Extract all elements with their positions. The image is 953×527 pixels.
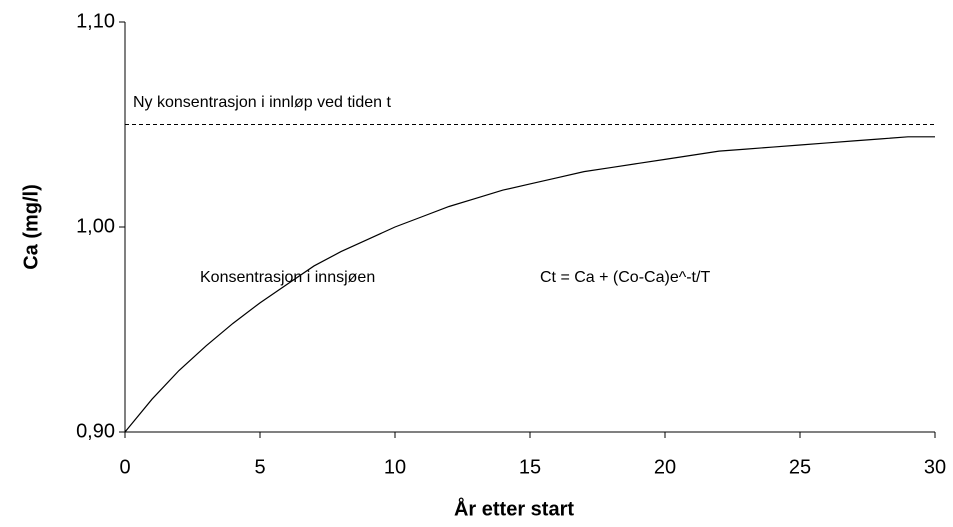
x-axis-title: År etter start [454, 496, 574, 520]
reference-label: Ny konsentrasjon i innløp ved tiden t [133, 94, 391, 111]
x-tick-label: 5 [254, 456, 265, 478]
x-tick-label: 25 [789, 456, 811, 478]
x-tick-label: 0 [119, 456, 130, 478]
y-tick-label: 1,10 [76, 10, 115, 32]
x-tick-label: 20 [654, 456, 676, 478]
annotation: Konsentrasjon i innsjøen [200, 269, 375, 286]
line-series [124, 136, 935, 433]
annotation: Ct = Ca + (Co-Ca)e^-t/T [540, 269, 710, 286]
y-tick-label: 1,00 [76, 215, 115, 237]
x-tick-label: 15 [519, 456, 541, 478]
x-tick-label: 30 [924, 456, 946, 478]
y-tick-label: 0,90 [76, 420, 115, 442]
y-axis-title: Ca (mg/l) [20, 184, 42, 270]
x-tick-label: 10 [384, 456, 406, 478]
